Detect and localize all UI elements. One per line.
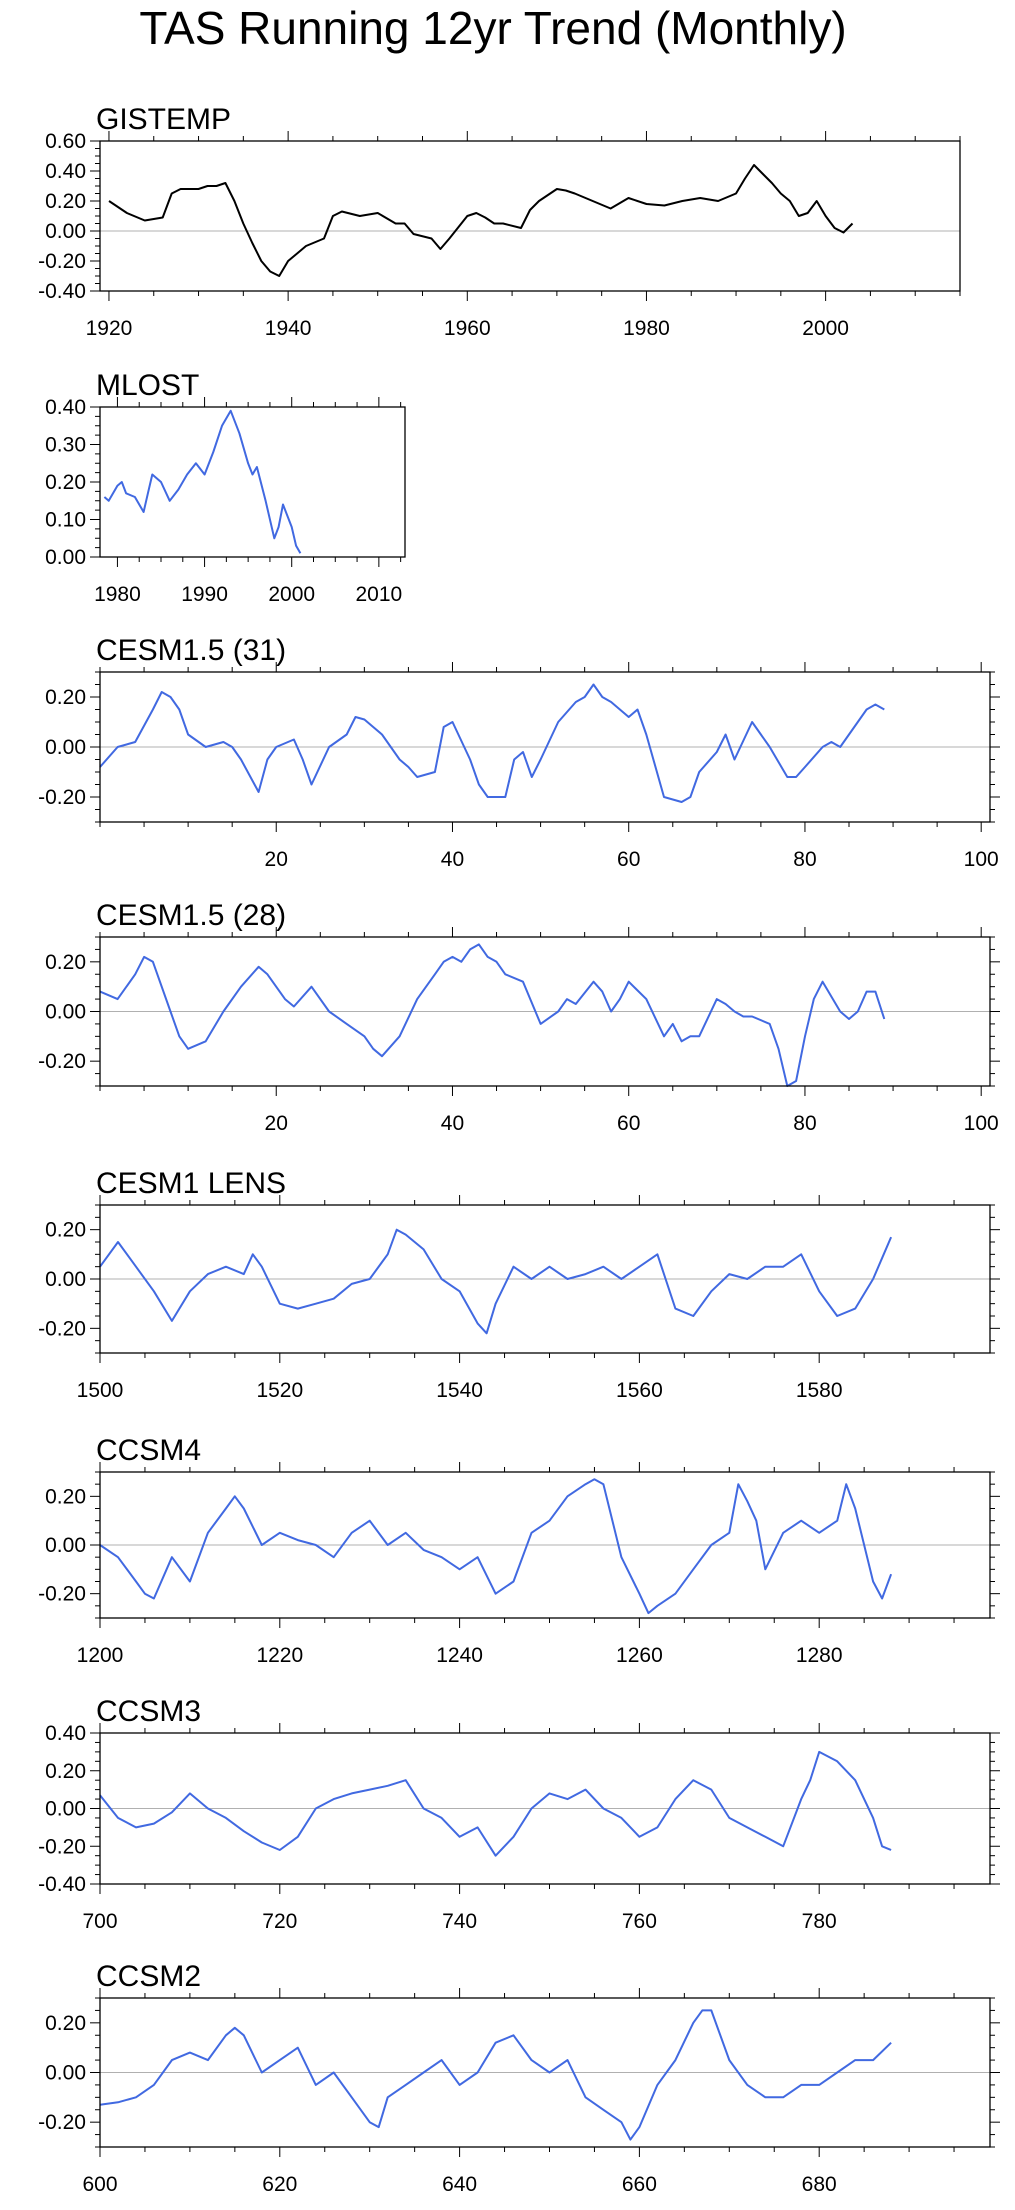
- x-tick-label: 40: [441, 1112, 464, 1135]
- chart-panel: CCSM3 0.40 0.20 0.00 -0.20 -0.40 700 720 740 760 7…: [38, 1695, 1000, 1933]
- x-tick-label: 1980: [623, 317, 670, 340]
- x-tick-label: 1980: [94, 583, 141, 606]
- x-tick-label: 2000: [268, 583, 315, 606]
- y-tick-label: 0.20: [45, 471, 86, 494]
- y-tick-label: 0.10: [45, 509, 86, 532]
- x-tick-label: 1990: [181, 583, 228, 606]
- x-tick-label: 1940: [265, 317, 312, 340]
- x-tick-label: 100: [964, 1112, 999, 1135]
- x-tick-label: 760: [622, 1910, 657, 1933]
- panel-title: CESM1.5 (31): [96, 634, 286, 667]
- y-tick-label: 0.20: [45, 190, 86, 213]
- series-line: [108, 164, 854, 277]
- panel-title: CESM1.5 (28): [96, 899, 286, 932]
- y-tick-label: 0.00: [45, 2062, 86, 2085]
- panel-title: CCSM3: [96, 1695, 201, 1728]
- x-tick-label: 680: [802, 2173, 837, 2196]
- series-line: [99, 1228, 893, 1335]
- y-tick-label: -0.20: [38, 786, 86, 809]
- x-tick-label: 1220: [256, 1644, 303, 1667]
- y-tick-label: 0.00: [45, 220, 86, 243]
- x-tick-label: 660: [622, 2173, 657, 2196]
- y-tick-label: -0.20: [38, 2111, 86, 2134]
- x-tick-label: 20: [265, 1112, 288, 1135]
- x-tick-label: 1200: [77, 1644, 124, 1667]
- x-tick-label: 720: [262, 1910, 297, 1933]
- x-tick-label: 700: [82, 1910, 117, 1933]
- x-tick-label: 20: [265, 848, 288, 871]
- x-tick-label: 1540: [436, 1379, 483, 1402]
- y-tick-label: 0.40: [45, 1722, 86, 1745]
- x-tick-label: 620: [262, 2173, 297, 2196]
- x-tick-label: 600: [82, 2173, 117, 2196]
- y-tick-label: -0.20: [38, 1317, 86, 1340]
- y-tick-label: -0.20: [38, 1050, 86, 1073]
- x-tick-label: 1920: [86, 317, 133, 340]
- x-tick-label: 1260: [616, 1644, 663, 1667]
- series-line: [99, 683, 885, 803]
- panel-title: CCSM4: [96, 1434, 201, 1467]
- y-tick-label: 0.00: [45, 1001, 86, 1024]
- y-tick-label: 0.00: [45, 1534, 86, 1557]
- series-line: [99, 1478, 893, 1615]
- panel-title: CCSM2: [96, 1960, 201, 1993]
- y-tick-label: 0.40: [45, 160, 86, 183]
- x-tick-label: 1500: [77, 1379, 124, 1402]
- y-tick-label: 0.20: [45, 951, 86, 974]
- figure-title: TAS Running 12yr Trend (Monthly): [139, 2, 846, 54]
- x-tick-label: 80: [793, 1112, 816, 1135]
- y-tick-label: 0.40: [45, 396, 86, 419]
- panel-title: GISTEMP: [96, 103, 231, 136]
- chart-panel: CESM1 LENS 0.20 0.00 -0.20 1500 1520 1540 1560 1…: [38, 1167, 1000, 1402]
- x-tick-label: 1520: [256, 1379, 303, 1402]
- y-tick-label: -0.20: [38, 1835, 86, 1858]
- x-tick-label: 2010: [355, 583, 402, 606]
- x-tick-label: 740: [442, 1910, 477, 1933]
- x-tick-label: 1560: [616, 1379, 663, 1402]
- y-tick-label: 0.20: [45, 1219, 86, 1242]
- y-tick-label: -0.20: [38, 250, 86, 273]
- plot-frame: [99, 406, 406, 558]
- chart-panel: CCSM2 0.20 0.00 -0.20 600 620 640 660 680: [38, 1960, 1000, 2196]
- y-tick-label: 0.00: [45, 1798, 86, 1821]
- x-tick-label: 60: [617, 1112, 640, 1135]
- y-tick-label: 0.20: [45, 1485, 86, 1508]
- x-tick-label: 640: [442, 2173, 477, 2196]
- x-tick-label: 780: [802, 1910, 837, 1933]
- panel-title: MLOST: [96, 369, 199, 402]
- y-tick-label: 0.00: [45, 736, 86, 759]
- x-tick-label: 1580: [796, 1379, 843, 1402]
- chart-panel: MLOST 0.40 0.30 0.20 0.10 0.00 1980 1990 2000 201…: [45, 369, 406, 606]
- y-tick-label: -0.20: [38, 1583, 86, 1606]
- y-tick-label: -0.40: [38, 1873, 86, 1896]
- x-tick-label: 1280: [796, 1644, 843, 1667]
- y-tick-label: -0.40: [38, 280, 86, 303]
- chart-panel: CESM1.5 (31) 0.20 0.00 -0.20 20 40 60 80 100: [38, 634, 1000, 871]
- y-tick-label: 0.20: [45, 686, 86, 709]
- y-tick-label: 0.30: [45, 434, 86, 457]
- chart-panel: CCSM4 0.20 0.00 -0.20 1200 1220 1240 1260 1280: [38, 1434, 1000, 1667]
- x-tick-label: 40: [441, 848, 464, 871]
- panel-title: CESM1 LENS: [96, 1167, 286, 1200]
- y-tick-label: 0.00: [45, 1268, 86, 1291]
- series-line: [103, 409, 302, 554]
- series-line: [99, 943, 886, 1087]
- x-tick-label: 2000: [802, 317, 849, 340]
- x-tick-label: 100: [964, 848, 999, 871]
- x-tick-label: 1960: [444, 317, 491, 340]
- y-tick-label: 0.00: [45, 546, 86, 569]
- series-line: [99, 2009, 892, 2141]
- chart-panel: CESM1.5 (28) 0.20 0.00 -0.20 20 40 60 80 100: [38, 899, 1000, 1135]
- y-tick-label: 0.60: [45, 130, 86, 153]
- x-tick-label: 1240: [436, 1644, 483, 1667]
- plot-frame: [99, 140, 961, 292]
- x-tick-label: 60: [617, 848, 640, 871]
- y-tick-label: 0.20: [45, 2012, 86, 2035]
- y-tick-label: 0.20: [45, 1760, 86, 1783]
- x-tick-label: 80: [793, 848, 816, 871]
- series-line: [99, 1750, 892, 1857]
